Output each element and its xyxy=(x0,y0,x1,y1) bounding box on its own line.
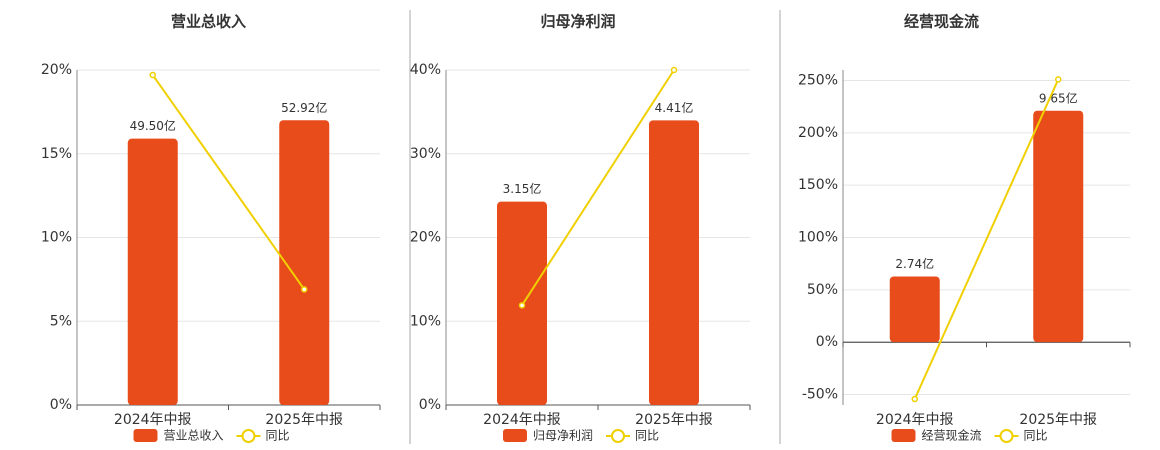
line-point xyxy=(301,286,308,293)
legend-swatch xyxy=(503,429,527,442)
y-tick-label: 10% xyxy=(41,230,72,246)
y-tick-label: 150% xyxy=(798,177,838,193)
x-tick-label: 2024年中报 xyxy=(483,412,561,428)
chart-title: 归母净利润 xyxy=(540,13,615,31)
y-tick-label: 20% xyxy=(41,62,72,78)
bar xyxy=(649,120,699,406)
y-tick-label: -50% xyxy=(802,387,838,403)
x-tick-label: 2024年中报 xyxy=(876,412,954,428)
line-point xyxy=(911,395,918,403)
legend-label: 经营现金流 xyxy=(922,428,982,443)
line xyxy=(913,79,1060,400)
y-tick-label: 100% xyxy=(798,230,838,246)
value-label: 4.41亿 xyxy=(655,100,694,115)
x-tick-label: 2025年中报 xyxy=(265,412,343,428)
value-label: 2.74亿 xyxy=(895,256,934,271)
line-point xyxy=(1055,76,1062,83)
legend-swatch xyxy=(241,429,256,443)
y-tick-label: 250% xyxy=(798,72,838,88)
x-tick-label: 2025年中报 xyxy=(1019,412,1097,428)
line xyxy=(521,69,675,306)
value-label: 52.92亿 xyxy=(281,100,327,115)
y-tick-label: 200% xyxy=(798,125,838,141)
y-tick-label: 0% xyxy=(419,397,441,413)
x-tick-label: 2024年中报 xyxy=(114,412,192,428)
legend-swatch xyxy=(611,429,625,443)
line-point xyxy=(518,302,526,309)
bar xyxy=(279,120,330,406)
y-tick-label: 30% xyxy=(410,146,441,162)
y-tick-label: 10% xyxy=(410,313,441,329)
x-tick-label: 2025年中报 xyxy=(635,412,713,428)
y-tick-label: 15% xyxy=(41,146,72,162)
legend-label: 归母净利润 xyxy=(533,429,593,443)
legend-swatch xyxy=(999,429,1014,443)
y-tick-label: 40% xyxy=(410,62,441,78)
legend-label: 同比 xyxy=(635,429,659,443)
y-tick-label: 0% xyxy=(816,334,838,350)
legend-swatch xyxy=(133,429,158,442)
value-label: 3.15亿 xyxy=(503,181,542,196)
chart-title: 营业总收入 xyxy=(171,13,246,31)
line-point xyxy=(670,66,678,74)
bar xyxy=(127,138,178,406)
value-label: 49.50亿 xyxy=(130,118,176,133)
legend-label: 同比 xyxy=(266,429,290,443)
legend-label: 营业总收入 xyxy=(164,429,224,443)
bar xyxy=(1033,110,1084,343)
y-tick-label: 50% xyxy=(807,282,838,298)
bar xyxy=(889,276,940,343)
line xyxy=(151,74,306,291)
value-label: 9.65亿 xyxy=(1039,90,1078,105)
y-tick-label: 20% xyxy=(410,230,441,246)
y-tick-label: 5% xyxy=(50,313,72,329)
line-point xyxy=(149,71,156,79)
legend-swatch xyxy=(891,429,916,442)
legend-label: 同比 xyxy=(1024,429,1048,443)
y-tick-label: 0% xyxy=(50,397,72,413)
chart-title: 经营现金流 xyxy=(904,13,979,31)
